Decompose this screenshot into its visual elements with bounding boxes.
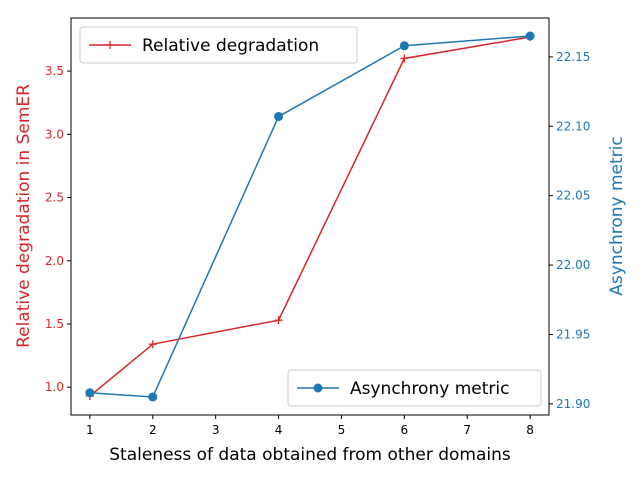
right-tick-label: 22.15	[556, 50, 590, 64]
plot-area	[70, 17, 550, 416]
series-layer	[85, 31, 535, 402]
legend-marker-circle	[313, 383, 323, 393]
legend-box	[79, 26, 358, 64]
right-tick-label: 21.95	[556, 327, 590, 341]
left-axis-title: Relative degradation in SemER	[14, 84, 34, 348]
x-tick-label: 5	[338, 423, 346, 437]
data-point-asynchrony-metric	[274, 112, 284, 122]
legend-marker-plus	[106, 41, 114, 49]
data-point-relative-degradation	[400, 54, 409, 63]
right-tick-label: 22.00	[556, 258, 590, 272]
left-tick-label: 1.5	[45, 317, 64, 331]
x-tick-label: 3	[212, 423, 220, 437]
right-axis-title: Asynchrony metric	[607, 136, 627, 295]
x-axis-ticks: 1 2 3 4 5 6 7 8	[86, 415, 534, 437]
data-point-relative-degradation	[274, 316, 283, 325]
left-tick-label: 2.0	[45, 254, 64, 268]
left-axis-ticks: 1.0 1.5 2.0 2.5 3.0 3.5	[45, 64, 71, 394]
x-tick-label: 6	[401, 423, 409, 437]
x-tick-label: 2	[149, 423, 157, 437]
x-axis-title: Staleness of data obtained from other do…	[109, 445, 511, 465]
left-tick-label: 1.0	[45, 380, 64, 394]
data-point-asynchrony-metric	[399, 41, 409, 51]
right-tick-label: 22.05	[556, 189, 590, 203]
legend-label-relative-degradation: Relative degradation	[142, 36, 319, 56]
legend-label-asynchrony-metric: Asynchrony metric	[350, 379, 509, 399]
x-tick-label: 7	[463, 423, 471, 437]
right-axis-ticks: 21.90 21.95 22.00 22.05 22.10 22.15	[549, 50, 590, 411]
legend-upper-left: Relative degradation	[79, 26, 358, 64]
data-point-asynchrony-metric	[525, 31, 535, 41]
left-tick-label: 3.5	[45, 64, 64, 78]
left-tick-label: 3.0	[45, 127, 64, 141]
legend-box	[287, 369, 542, 407]
data-point-relative-degradation	[148, 340, 157, 349]
data-point-asynchrony-metric	[85, 388, 95, 398]
legend-lower-right: Asynchrony metric	[287, 369, 542, 407]
x-tick-label: 1	[86, 423, 94, 437]
right-tick-label: 22.10	[556, 119, 590, 133]
x-tick-label: 8	[526, 423, 534, 437]
right-tick-label: 21.90	[556, 397, 590, 411]
x-tick-label: 4	[275, 423, 283, 437]
data-point-asynchrony-metric	[148, 392, 158, 402]
left-tick-label: 2.5	[45, 191, 64, 205]
